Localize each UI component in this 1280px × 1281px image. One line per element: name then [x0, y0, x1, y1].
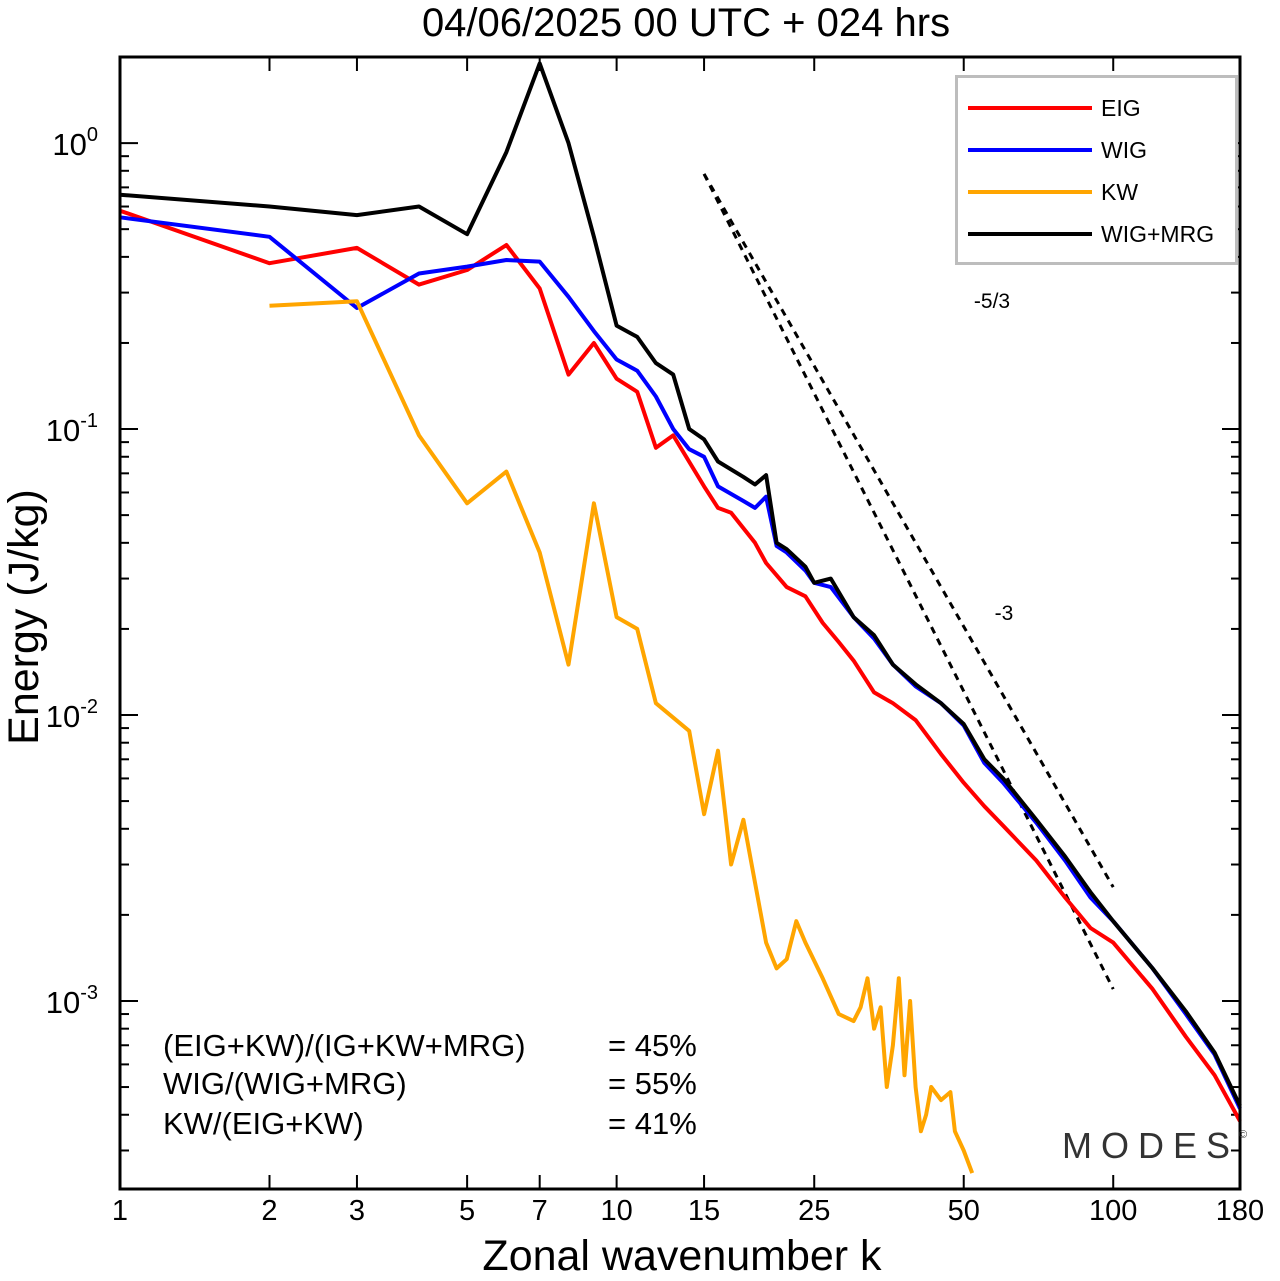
y-tick-label: 10-1	[46, 410, 98, 448]
legend: EIG WIG KW WIG+MRG	[955, 75, 1238, 265]
x-tick-label: 5	[459, 1195, 475, 1227]
reference-slope-label: -3	[995, 602, 1014, 625]
legend-item-wig-mrg: WIG+MRG	[958, 219, 1235, 249]
ratio-value-eig-kw: = 45%	[608, 1028, 697, 1063]
y-tick-label: 100	[52, 124, 98, 162]
legend-label-wig-mrg: WIG+MRG	[1101, 221, 1215, 247]
x-tick-label: 25	[798, 1195, 830, 1227]
x-tick-label: 10	[600, 1195, 632, 1227]
series-line-wig	[119, 215, 1242, 1110]
legend-swatch-wig-mrg	[968, 232, 1092, 236]
reference-lines: -5/3 -3	[702, 173, 1115, 990]
plot-frame	[118, 55, 1242, 1191]
y-axis-label: Energy (J/kg)	[0, 489, 48, 745]
brand-name: MODES	[1062, 1125, 1240, 1166]
legend-label-wig: WIG	[1101, 137, 1147, 163]
series-line-wig-mrg	[119, 61, 1242, 1107]
ratio-value-wig: = 55%	[608, 1066, 697, 1101]
legend-swatch-kw	[968, 190, 1092, 194]
legend-label-eig: EIG	[1101, 95, 1141, 121]
reference-slope-line	[702, 173, 1115, 990]
series-line-kw	[269, 299, 975, 1174]
x-tick-label: 7	[532, 1195, 548, 1227]
x-tick-label: 50	[948, 1195, 980, 1227]
x-axis-label: Zonal wavenumber k	[482, 1232, 882, 1280]
x-tick-label: 15	[688, 1195, 720, 1227]
ratio-value-kw: = 41%	[608, 1106, 697, 1141]
y-tick-label: 10-3	[46, 982, 98, 1020]
modes-logo: MODES©	[1062, 1125, 1247, 1167]
copyright-mark: ©	[1239, 1129, 1248, 1141]
x-tick-label: 1	[112, 1195, 128, 1227]
ratio-label-wig: WIG/(WIG+MRG)	[163, 1066, 407, 1101]
legend-swatch-wig	[968, 148, 1092, 152]
x-tick-label: 100	[1089, 1195, 1137, 1227]
reference-slope-line	[702, 173, 1115, 888]
legend-label-kw: KW	[1101, 179, 1139, 205]
series-line-eig	[119, 208, 1242, 1123]
chart-title: 04/06/2025 00 UTC + 024 hrs	[422, 1, 950, 45]
x-tick-label: 180	[1216, 1195, 1264, 1227]
ratio-label-eig-kw: (EIG+KW)/(IG+KW+MRG)	[163, 1028, 526, 1063]
y-tick-label: 10-2	[46, 696, 98, 734]
x-tick-label: 3	[349, 1195, 365, 1227]
legend-item-wig: WIG	[958, 135, 1235, 165]
reference-slope-label: -5/3	[974, 290, 1010, 313]
legend-swatch-eig	[968, 106, 1092, 110]
legend-item-kw: KW	[958, 177, 1235, 207]
legend-item-eig: EIG	[958, 93, 1235, 123]
data-series	[119, 61, 1242, 1174]
ratio-label-kw: KW/(EIG+KW)	[163, 1106, 364, 1141]
x-tick-label: 2	[261, 1195, 277, 1227]
